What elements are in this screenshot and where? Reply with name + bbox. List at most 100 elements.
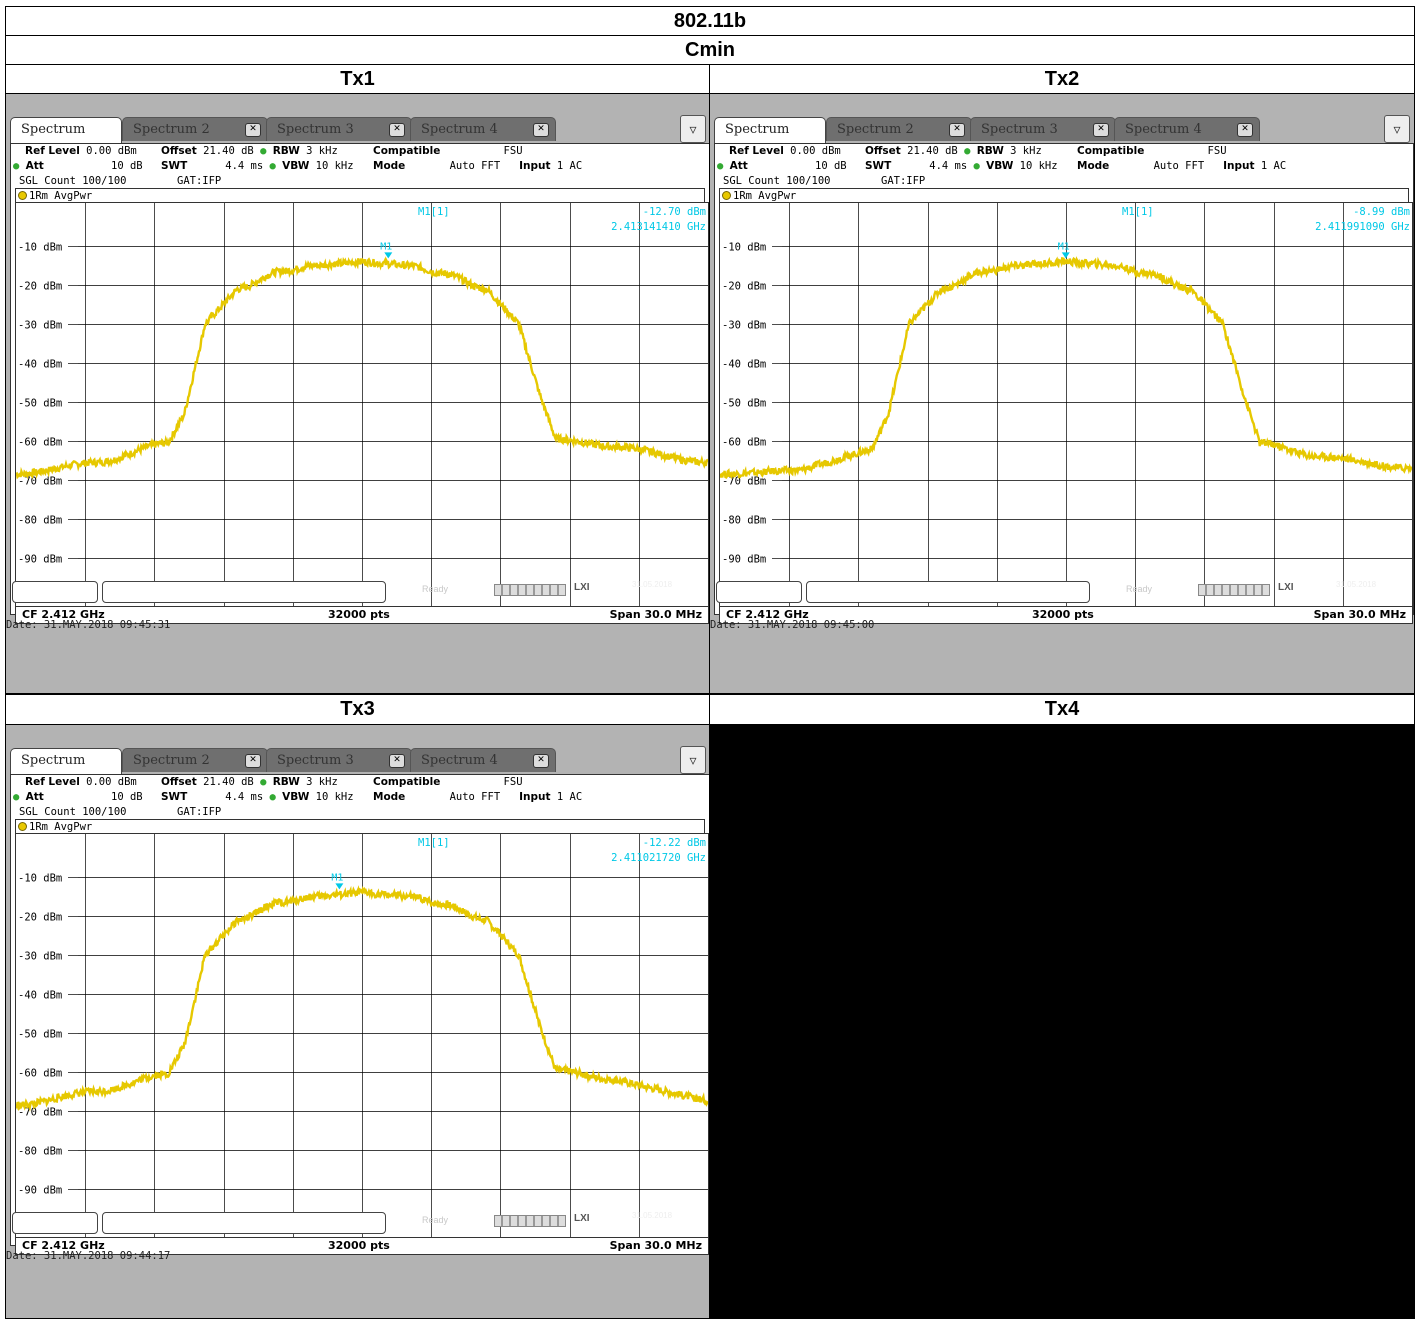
tab-label: Spectrum [21,753,86,768]
close-icon[interactable]: ✕ [389,123,405,137]
standard-label: 802.11b [673,10,747,32]
menu-icon[interactable]: ▿ [680,115,706,143]
close-icon[interactable]: ✕ [245,123,261,137]
tx3-label: Tx3 [340,698,375,720]
status-bar: Ready LXI 31.05.2018 [10,1210,706,1234]
tab-spectrum-3[interactable]: Spectrum 3 ✕ [266,117,412,141]
tx2-label: Tx2 [1044,68,1080,90]
vbw-value: 10 kHz [315,791,354,803]
tab-label: Spectrum 2 [133,122,210,137]
plot-area: -10 dBm -20 dBm -30 dBm -40 dBm -50 dBm -60 d… [15,202,709,608]
swt-value: 4.4 ms [929,160,968,172]
input-label: Input [519,791,551,803]
tx1-header: Tx1 [5,64,710,94]
span-value: Span 30.0 MHz [609,1239,702,1252]
channel-header: Cmin [5,35,1415,65]
tab-spectrum-2[interactable]: Spectrum 2 ✕ [122,117,268,141]
y-tick-label: -30 dBm [722,320,766,332]
close-icon[interactable]: ✕ [245,754,261,768]
y-tick-label: -80 dBm [18,1146,62,1158]
tab-label: Spectrum 3 [277,122,354,137]
y-tick-label: -80 dBm [722,515,766,527]
close-icon[interactable]: ✕ [949,123,965,137]
input-value: 1 AC [556,791,583,803]
mode-label: Mode [1077,160,1110,172]
status-date: 31.05.2018 [632,1211,673,1220]
att-value: 10 dB [111,160,143,172]
mode-row: Mode Auto FFT Input 1 AC [373,791,582,803]
tab-spectrum-4[interactable]: Spectrum 4 ✕ [1114,117,1260,141]
tab-spectrum-3[interactable]: Spectrum 3 ✕ [266,748,412,772]
status-bar: Ready LXI 31.05.2018 [10,579,706,603]
y-tick-label: -60 dBm [18,1068,62,1080]
gat-label: GAT:IFP [177,175,222,187]
y-tick-label: -20 dBm [722,281,766,293]
trace-header: 1Rm AvgPwr [15,188,705,203]
marker-label: M1 [1058,241,1070,252]
ref-level-value: 0.00 dBm [86,145,137,157]
tab-label: Spectrum 3 [277,753,354,768]
close-icon[interactable]: ✕ [389,754,405,768]
ready-status: Ready [422,584,449,594]
close-icon[interactable]: ✕ [1093,123,1109,137]
analyzer-panel: Ref Level 0.00 dBm ● Att 10 dB SGL Count… [714,143,1414,624]
menu-icon[interactable]: ▿ [1384,115,1410,143]
swt-row: SWT 4.4 ms ● VBW 10 kHz [161,791,354,803]
mode-value: Auto FFT [449,791,501,803]
tab-spectrum[interactable]: Spectrum [714,117,826,143]
trace-label: 1Rm AvgPwr [29,821,93,833]
rbw-label: RBW [272,145,300,157]
trace-line [15,256,709,480]
trace-dot-icon [18,191,27,200]
mode-row: Mode Auto FFT Input 1 AC [1077,160,1286,172]
trace-header: 1Rm AvgPwr [719,188,1409,203]
input-value: 1 AC [1260,160,1287,172]
ref-level-row: Ref Level 0.00 dBm [25,145,137,157]
lx-icon: LXI [1278,582,1294,593]
tab-label: Spectrum 3 [981,122,1058,137]
vbw-value: 10 kHz [1019,160,1058,172]
close-icon[interactable]: ✕ [533,754,549,768]
y-tick-label: -90 dBm [18,1185,62,1197]
trace-label: 1Rm AvgPwr [733,190,797,202]
tab-spectrum[interactable]: Spectrum [10,117,122,143]
trace-dot-icon [18,822,27,831]
center-frequency: CF 2.412 GHz [22,608,105,621]
tx1-cell: Spectrum Spectrum 2 ✕ Spectrum 3 ✕ Spectru… [5,93,710,694]
points-count: 32000 pts [328,608,390,621]
input-label: Input [519,160,551,172]
close-icon[interactable]: ✕ [533,123,549,137]
tab-spectrum-3[interactable]: Spectrum 3 ✕ [970,117,1116,141]
y-tick-label: -70 dBm [18,1107,62,1119]
lx-icon: LXI [574,582,590,593]
ref-level-row: Ref Level 0.00 dBm [729,145,841,157]
status-field-message [806,581,1090,603]
marker-level: -12.70 dBm [643,206,706,218]
tab-spectrum[interactable]: Spectrum [10,748,122,774]
att-label: Att [25,791,44,803]
mode-label: Mode [373,791,406,803]
marker-triangle [1061,252,1070,259]
marker-name: M1[1] [418,206,450,218]
menu-icon[interactable]: ▿ [680,746,706,774]
tab-spectrum-4[interactable]: Spectrum 4 ✕ [410,748,556,772]
analyzer-panel: Ref Level 0.00 dBm ● Att 10 dB SGL Count… [10,774,709,1255]
compat-label: Compatible [373,145,441,157]
ready-status: Ready [1126,584,1153,594]
offset-value: 21.40 dB [203,776,254,788]
plot-footer: CF 2.412 GHz 32000 pts Span 30.0 MHz [15,1237,709,1255]
tab-label: Spectrum 4 [421,122,498,137]
att-row: ● Att [13,791,44,803]
tab-spectrum-2[interactable]: Spectrum 2 ✕ [122,748,268,772]
close-icon[interactable]: ✕ [1237,123,1253,137]
tab-spectrum-2[interactable]: Spectrum 2 ✕ [826,117,972,141]
trace-dot-icon [722,191,731,200]
status-field-left [12,581,98,603]
tab-spectrum-4[interactable]: Spectrum 4 ✕ [410,117,556,141]
marker-level: -8.99 dBm [1353,206,1410,218]
status-date: 31.05.2018 [1336,580,1377,589]
ref-level-value: 0.00 dBm [86,776,137,788]
mode-label: Mode [373,160,406,172]
span-value: Span 30.0 MHz [609,608,702,621]
ref-level-row: Ref Level 0.00 dBm [25,776,137,788]
